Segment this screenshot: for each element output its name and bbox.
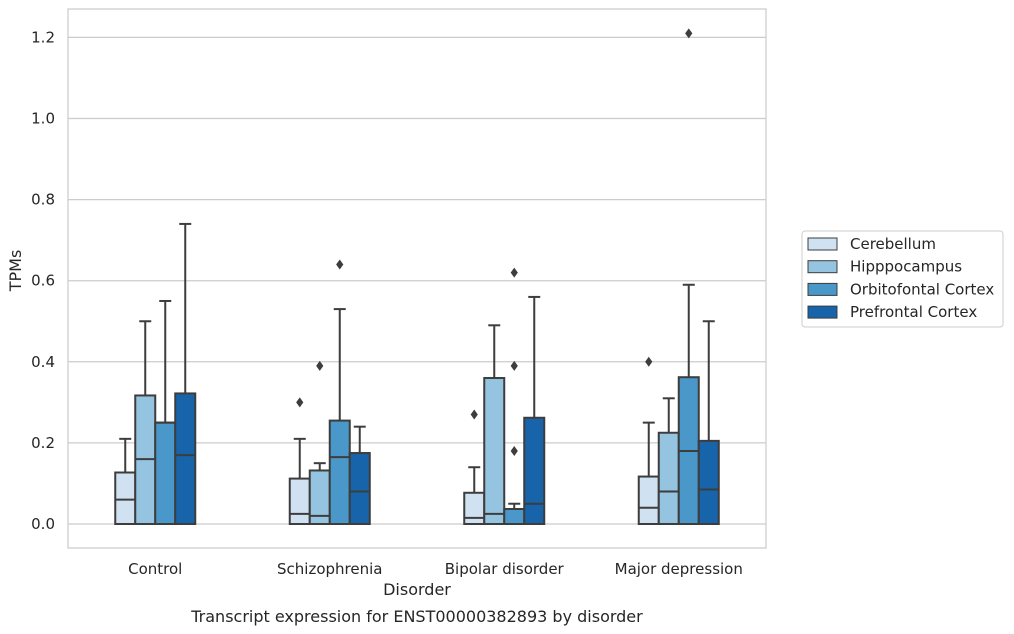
- box-0-3: [174, 222, 197, 525]
- legend-label: Hipppocampus: [850, 258, 962, 276]
- box-body: [463, 491, 486, 525]
- outlier-point: [510, 360, 518, 371]
- legend-swatch: [807, 305, 838, 319]
- box-2-3: [523, 295, 546, 525]
- legend-box: [801, 230, 1004, 328]
- outlier-point: [336, 259, 344, 270]
- box-2-1: [483, 324, 506, 525]
- y-tick-label: 0.0: [31, 515, 55, 533]
- legend-swatch: [807, 282, 838, 296]
- legend-label: Prefrontal Cortex: [850, 303, 977, 321]
- y-tick-label: 0.6: [31, 272, 55, 290]
- box-body: [174, 392, 197, 525]
- box-body: [657, 431, 680, 526]
- outlier-point: [645, 356, 653, 367]
- x-tick-label: Bipolar disorder: [445, 560, 565, 578]
- y-tick-label: 1.0: [31, 110, 55, 128]
- x-tick-labels: Control Schizophrenia Bipolar disorder Majo…: [128, 560, 743, 578]
- outlier-point: [510, 446, 518, 457]
- y-tick-label: 0.2: [31, 434, 55, 452]
- box-body: [523, 416, 546, 525]
- legend: Cerebellum Hipppocampus Orbitofontal Corte…: [801, 230, 1004, 328]
- legend-label: Cerebellum: [850, 235, 936, 253]
- y-tick-label: 0.8: [31, 191, 55, 209]
- box-body: [637, 475, 660, 525]
- y-tick-labels: 0.0 0.2 0.4 0.6 0.8 1.0 1.2: [31, 28, 55, 533]
- y-axis-label: TPMs: [6, 250, 25, 293]
- box-1-0: [288, 397, 311, 526]
- box-2-0: [463, 409, 486, 525]
- outlier-point: [296, 397, 304, 408]
- box-body: [154, 421, 177, 525]
- box-groups: [114, 28, 720, 526]
- box-0-0: [114, 437, 137, 525]
- box-2-2: [503, 267, 526, 525]
- box-body: [503, 507, 526, 525]
- box-3-1: [657, 397, 680, 526]
- y-tick-label: 0.4: [31, 353, 55, 371]
- x-tick-label: Control: [128, 560, 182, 578]
- box-3-2: [677, 28, 700, 526]
- box-body: [114, 471, 137, 525]
- box-body: [288, 477, 311, 526]
- box-body: [483, 377, 506, 525]
- legend-swatch: [807, 237, 838, 251]
- legend-swatch: [807, 260, 838, 274]
- x-axis-label: Disorder: [383, 580, 451, 599]
- box-1-3: [348, 425, 371, 526]
- outlier-point: [685, 28, 693, 39]
- outlier-point: [510, 267, 518, 278]
- chart-caption: Transcript expression for ENST0000038289…: [190, 607, 643, 626]
- box-body: [348, 452, 371, 526]
- legend-label: Orbitofontal Cortex: [850, 280, 994, 298]
- x-tick-label: Schizophrenia: [277, 560, 382, 578]
- plot-frame: [67, 8, 767, 549]
- box-body: [697, 439, 720, 525]
- box-3-3: [697, 320, 720, 525]
- x-tick-label: Major depression: [615, 560, 743, 578]
- outlier-point: [470, 409, 478, 420]
- outlier-point: [316, 360, 324, 371]
- box-body: [328, 419, 351, 525]
- y-tick-label: 1.2: [31, 28, 55, 46]
